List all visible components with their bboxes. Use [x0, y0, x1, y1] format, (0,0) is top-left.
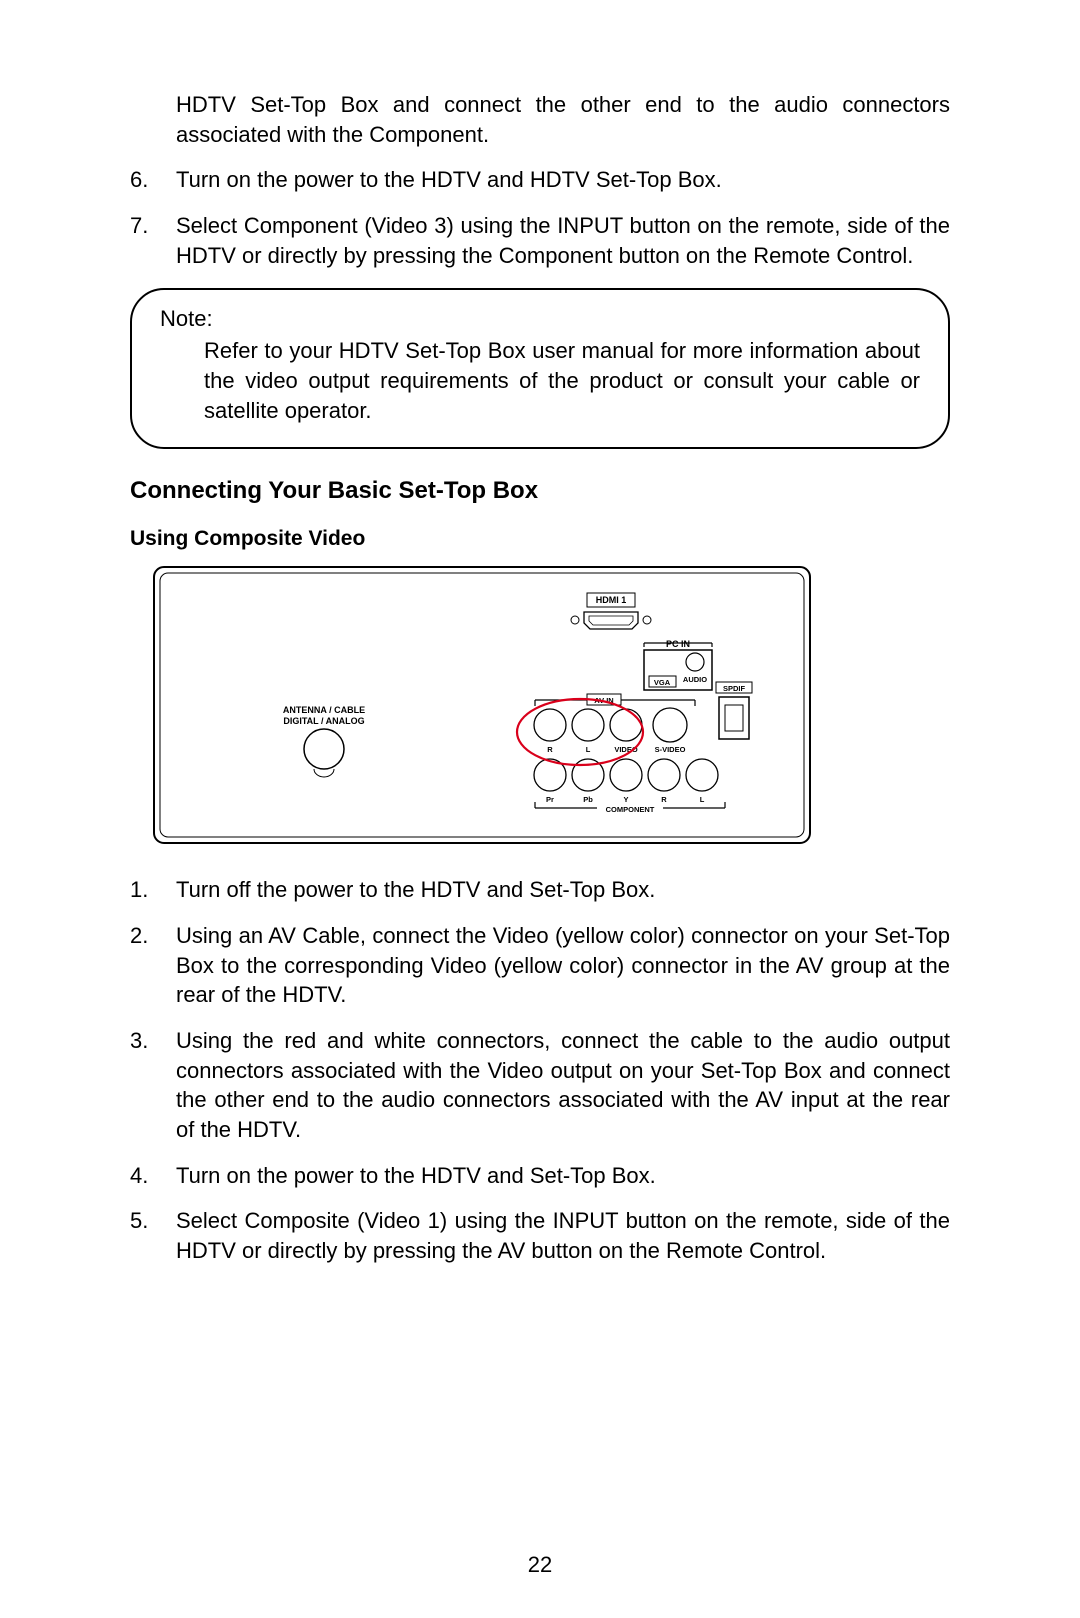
label-pc-in: PC IN	[666, 639, 690, 649]
step-text: Using an AV Cable, connect the Video (ye…	[176, 921, 950, 1010]
prev-step-7: 7. Select Component (Video 3) using the …	[130, 211, 950, 270]
step-number: 5.	[130, 1206, 176, 1265]
composite-steps: 1. Turn off the power to the HDTV and Se…	[130, 875, 950, 1266]
step-5: 5. Select Composite (Video 1) using the …	[130, 1206, 950, 1265]
step-text: Turn off the power to the HDTV and Set-T…	[176, 875, 950, 905]
label-antenna-1: ANTENNA / CABLE	[283, 705, 365, 715]
step-text: Turn on the power to the HDTV and Set-To…	[176, 1161, 950, 1191]
label-antenna-2: DIGITAL / ANALOG	[283, 716, 364, 726]
label-r2: R	[661, 795, 667, 804]
prev-step-trail: HDTV Set-Top Box and connect the other e…	[130, 90, 950, 149]
step-text: Using the red and white connectors, conn…	[176, 1026, 950, 1145]
prev-steps-continuation: HDTV Set-Top Box and connect the other e…	[130, 90, 950, 270]
label-l2: L	[700, 795, 705, 804]
label-component: COMPONENT	[606, 805, 655, 814]
step-3: 3. Using the red and white connectors, c…	[130, 1026, 950, 1145]
prev-step-6: 6. Turn on the power to the HDTV and HDT…	[130, 165, 950, 195]
manual-page: HDTV Set-Top Box and connect the other e…	[0, 0, 1080, 1618]
label-hdmi: HDMI 1	[596, 595, 627, 605]
step-text: Turn on the power to the HDTV and HDTV S…	[176, 165, 950, 195]
section-heading: Connecting Your Basic Set-Top Box	[130, 477, 950, 505]
step-text: Select Component (Video 3) using the INP…	[176, 211, 950, 270]
diagram-svg: ANTENNA / CABLE DIGITAL / ANALOG HDMI 1 …	[152, 565, 812, 845]
label-svideo: S-VIDEO	[655, 745, 686, 754]
step-number: 1.	[130, 875, 176, 905]
label-vga: VGA	[654, 678, 671, 687]
note-label: Note:	[160, 304, 920, 334]
note-callout: Note: Refer to your HDTV Set-Top Box use…	[130, 288, 950, 449]
label-r1: R	[547, 745, 553, 754]
step-text: Select Composite (Video 1) using the INP…	[176, 1206, 950, 1265]
step-2: 2. Using an AV Cable, connect the Video …	[130, 921, 950, 1010]
trail-text: HDTV Set-Top Box and connect the other e…	[176, 90, 950, 149]
step-number: 3.	[130, 1026, 176, 1145]
step-number: 4.	[130, 1161, 176, 1191]
step-1: 1. Turn off the power to the HDTV and Se…	[130, 875, 950, 905]
label-spdif: SPDIF	[723, 684, 746, 693]
step-4: 4. Turn on the power to the HDTV and Set…	[130, 1161, 950, 1191]
label-pb: Pb	[583, 795, 593, 804]
label-l1: L	[586, 745, 591, 754]
step-number: 7.	[130, 211, 176, 270]
step-number: 6.	[130, 165, 176, 195]
step-number: 2.	[130, 921, 176, 1010]
label-y: Y	[623, 795, 628, 804]
label-audio: AUDIO	[683, 675, 707, 684]
sub-heading: Using Composite Video	[130, 527, 950, 551]
rear-panel-diagram: ANTENNA / CABLE DIGITAL / ANALOG HDMI 1 …	[152, 565, 812, 845]
note-body: Refer to your HDTV Set-Top Box user manu…	[160, 336, 920, 425]
page-number: 22	[0, 1552, 1080, 1578]
label-pr: Pr	[546, 795, 554, 804]
